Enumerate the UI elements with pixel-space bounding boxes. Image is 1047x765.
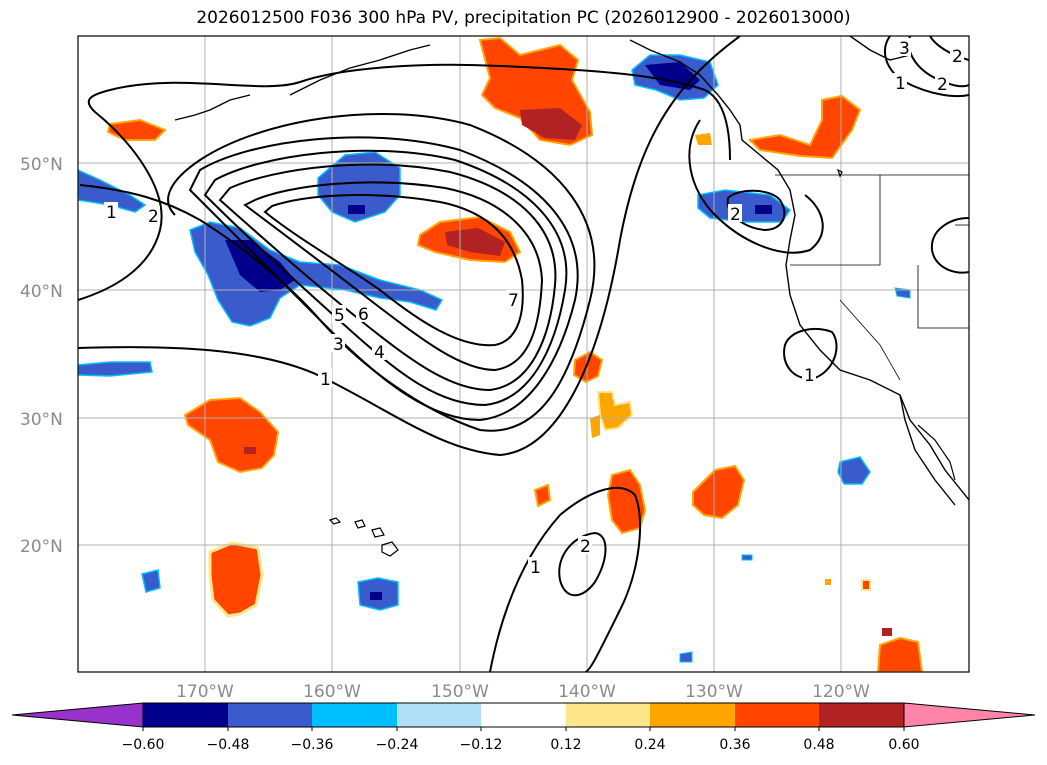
pv-contour-east <box>930 217 969 274</box>
colorbar-min-extend <box>11 702 144 728</box>
precip-positive-areas <box>106 36 924 672</box>
lon-label: 130°W <box>685 682 743 702</box>
precip-area <box>695 133 712 145</box>
precip-area <box>208 541 264 618</box>
precip-area <box>370 592 382 600</box>
precip-area <box>78 361 153 377</box>
pv-contour-coast-1 <box>688 119 824 254</box>
colorbar-segment <box>481 703 566 727</box>
colorbar-segment <box>650 703 735 727</box>
pv-contour-north-3 <box>929 36 969 61</box>
pv-contour-south-2 <box>558 531 607 597</box>
colorbar-label: −0.24 <box>376 737 419 753</box>
colorbar-label: 0.12 <box>550 737 581 753</box>
precip-area <box>317 151 401 223</box>
precip-area <box>348 205 365 214</box>
state-borders <box>775 174 969 381</box>
lon-label: 160°W <box>303 682 361 702</box>
pv-contour-label: 7 <box>508 291 519 311</box>
colorbar-segment <box>566 703 650 727</box>
pv-contour-label: 1 <box>530 558 541 578</box>
colorbar-segment <box>228 703 312 727</box>
precip-area <box>882 628 892 636</box>
pv-contour-label: 2 <box>580 537 591 557</box>
colorbar-max-extend <box>903 702 1036 728</box>
precip-area <box>572 350 604 384</box>
map-frame <box>77 35 970 673</box>
colorbar: −0.60 −0.48 −0.36 −0.24 −0.12 0.12 0.24 … <box>11 702 1036 753</box>
pv-contour-7 <box>263 194 524 347</box>
pv-contour-4 <box>203 149 568 407</box>
pv-contour-label: 1 <box>895 74 906 94</box>
colorbar-segment <box>397 703 481 727</box>
colorbar-segment <box>735 703 819 727</box>
precip-area <box>645 62 700 90</box>
lat-label: 50°N <box>20 155 63 175</box>
lat-label: 20°N <box>20 537 63 557</box>
precip-area <box>692 464 746 520</box>
colorbar-segment <box>819 703 904 727</box>
pv-contour-label: 6 <box>358 305 369 325</box>
pv-contour-south-1 <box>489 486 641 672</box>
map-title: 2026012500 F036 300 hPa PV, precipitatio… <box>196 8 851 28</box>
pv-contour-label: 3 <box>899 39 910 59</box>
precip-area <box>741 554 753 561</box>
colorbar-label: −0.60 <box>122 737 165 753</box>
lon-label: 150°W <box>431 682 489 702</box>
lon-axis-labels: 170°W 160°W 150°W 140°W 130°W 120°W <box>176 682 870 702</box>
lat-label: 30°N <box>20 410 63 430</box>
pv-contour-6 <box>243 181 544 372</box>
pv-contour-label: 5 <box>334 306 345 326</box>
coastlines <box>174 36 969 506</box>
precip-area <box>825 579 831 585</box>
pv-contour-label: 1 <box>804 366 815 386</box>
pv-contour-label: 3 <box>333 335 344 355</box>
precip-area <box>861 579 871 591</box>
gridlines <box>78 36 969 672</box>
precip-area <box>747 94 862 160</box>
pv-contour-east-1 <box>783 327 838 380</box>
colorbar-label: 0.48 <box>803 737 834 753</box>
colorbar-label: 0.24 <box>634 737 665 753</box>
pv-contour-2 <box>79 112 596 432</box>
precip-area <box>590 415 600 438</box>
precip-negative-areas <box>78 54 911 663</box>
colorbar-label: −0.12 <box>460 737 503 753</box>
pv-contour-3 <box>188 136 579 422</box>
precip-area <box>876 636 924 672</box>
islands <box>328 168 956 557</box>
lat-axis-labels: 50°N 40°N 30°N 20°N <box>20 155 63 557</box>
colorbar-segment <box>143 703 228 727</box>
pv-contour-label: 2 <box>730 205 741 225</box>
pv-contour-label: 2 <box>937 75 948 95</box>
precip-area <box>244 447 256 454</box>
colorbar-label: 0.36 <box>719 737 750 753</box>
colorbar-label: −0.36 <box>291 737 334 753</box>
colorbar-segment <box>312 703 397 727</box>
precip-area <box>755 205 772 214</box>
precip-area <box>106 118 167 141</box>
lon-label: 170°W <box>176 682 234 702</box>
pv-contour-label: 1 <box>106 203 117 223</box>
colorbar-label: 0.60 <box>888 737 919 753</box>
pv-contour-labels: 1 2 3 4 5 6 7 1 2 1 2 3 2 1 <box>104 38 964 578</box>
lat-label: 40°N <box>20 282 63 302</box>
lon-label: 120°W <box>812 682 870 702</box>
pv-contour-1b <box>78 63 731 301</box>
precip-area <box>596 391 634 432</box>
precip-area <box>78 169 147 213</box>
precip-area <box>520 108 582 140</box>
pv-contour-label: 2 <box>148 207 159 227</box>
precip-area <box>141 569 161 593</box>
lon-label: 140°W <box>558 682 616 702</box>
precip-area <box>837 456 871 485</box>
precip-area <box>533 483 552 508</box>
pv-contour-1 <box>78 36 741 457</box>
pv-contour-label: 2 <box>952 47 963 67</box>
pv-contour-label: 4 <box>374 343 385 363</box>
pv-contour-label: 1 <box>320 370 331 390</box>
colorbar-label: −0.48 <box>207 737 250 753</box>
precip-area <box>679 651 693 663</box>
